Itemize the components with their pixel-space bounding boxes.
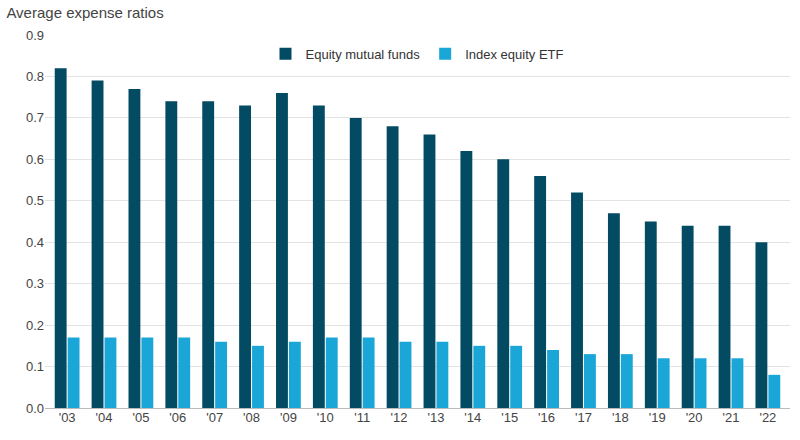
svg-text:'15: '15 xyxy=(501,410,518,425)
svg-text:0.9: 0.9 xyxy=(26,28,44,43)
svg-text:'12: '12 xyxy=(391,410,408,425)
svg-text:0.1: 0.1 xyxy=(26,359,44,374)
svg-text:'21: '21 xyxy=(723,410,740,425)
svg-text:0.0: 0.0 xyxy=(26,401,44,416)
svg-text:0.2: 0.2 xyxy=(26,318,44,333)
svg-text:0.7: 0.7 xyxy=(26,110,44,125)
svg-text:'17: '17 xyxy=(575,410,592,425)
svg-text:'14: '14 xyxy=(464,410,481,425)
svg-text:'13: '13 xyxy=(427,410,444,425)
svg-text:0.6: 0.6 xyxy=(26,152,44,167)
svg-text:'04: '04 xyxy=(96,410,113,425)
svg-text:0.5: 0.5 xyxy=(26,193,44,208)
svg-text:0.8: 0.8 xyxy=(26,69,44,84)
svg-text:Average expense ratios: Average expense ratios xyxy=(6,4,163,21)
svg-text:0.3: 0.3 xyxy=(26,276,44,291)
svg-text:'20: '20 xyxy=(686,410,703,425)
svg-text:'06: '06 xyxy=(169,410,186,425)
svg-text:'11: '11 xyxy=(354,410,370,425)
svg-text:'03: '03 xyxy=(59,410,76,425)
svg-text:'09: '09 xyxy=(280,410,297,425)
svg-text:'10: '10 xyxy=(317,410,334,425)
svg-text:'16: '16 xyxy=(538,410,555,425)
svg-text:'22: '22 xyxy=(759,410,776,425)
svg-text:Equity mutual funds: Equity mutual funds xyxy=(306,47,421,62)
svg-text:'18: '18 xyxy=(612,410,629,425)
svg-text:'08: '08 xyxy=(243,410,260,425)
svg-text:'19: '19 xyxy=(649,410,666,425)
svg-text:'07: '07 xyxy=(206,410,223,425)
svg-text:Index equity ETF: Index equity ETF xyxy=(465,47,563,62)
svg-text:'05: '05 xyxy=(132,410,149,425)
svg-text:0.4: 0.4 xyxy=(26,235,44,250)
